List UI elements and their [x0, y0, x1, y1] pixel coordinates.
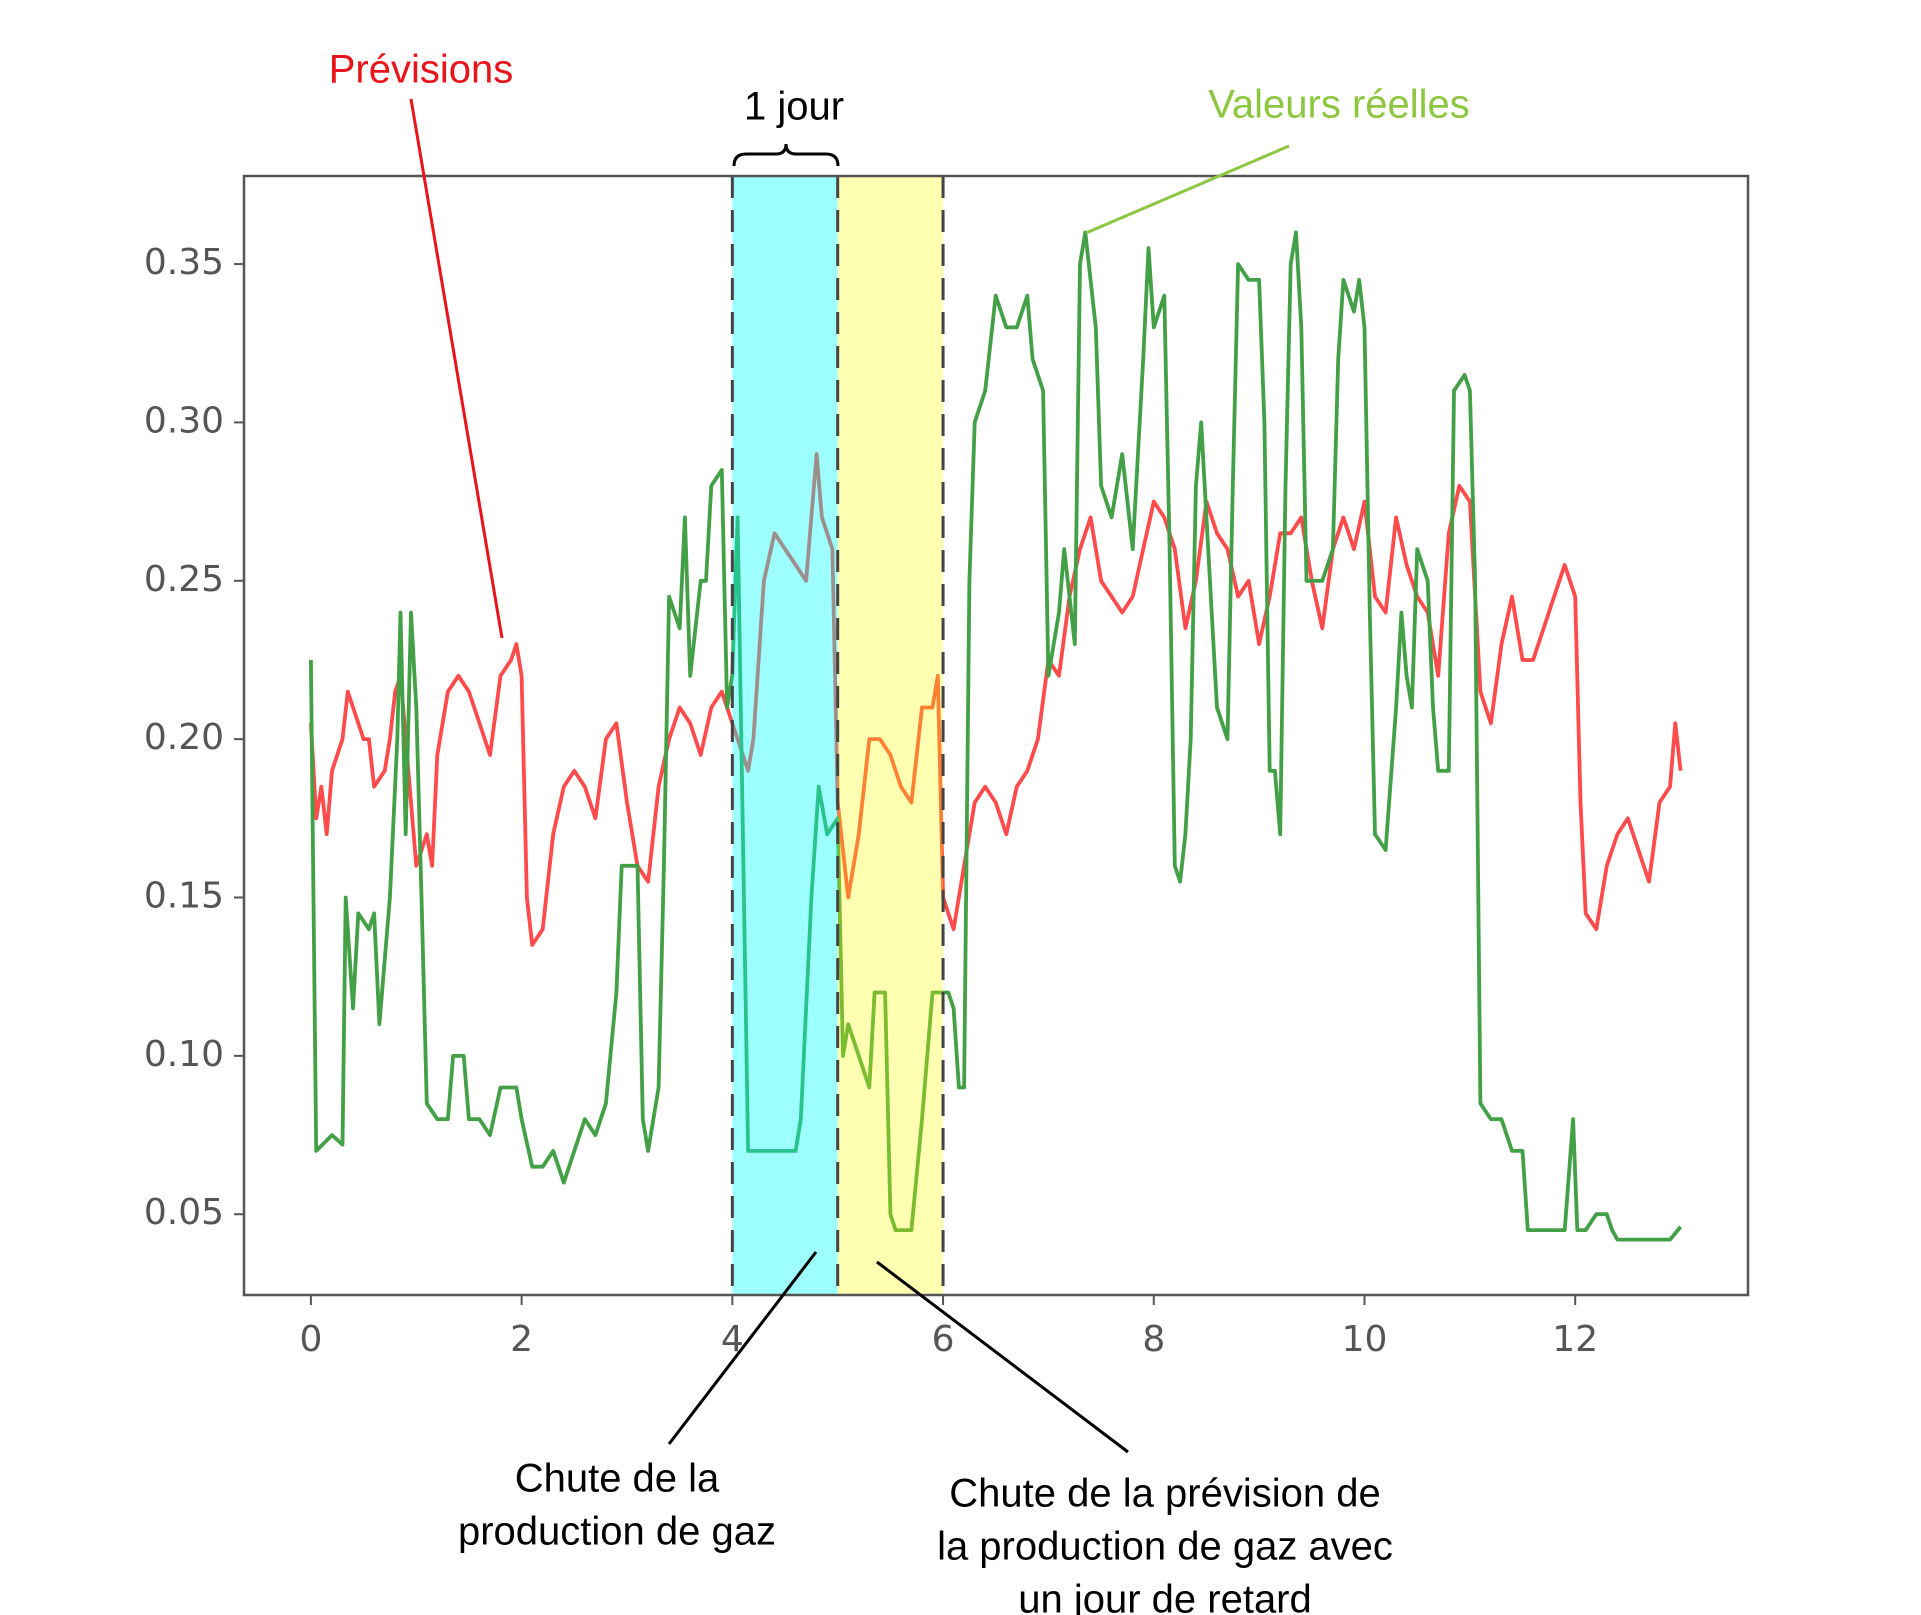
y-tick-label: 0.10 [144, 1034, 224, 1075]
bracket-label: 1 jour [744, 85, 844, 129]
plot-area: 0.05 0.10 0.15 0.20 0.25 0.30 0.35 0 2 4 6 8 10 12 [144, 174, 1750, 1360]
y-tick-label: 0.30 [144, 400, 224, 441]
leader-line [409, 98, 504, 639]
x-tick-label: 8 [1142, 1319, 1165, 1360]
leader-line [876, 1260, 1129, 1454]
highlight-span [837, 176, 944, 1295]
y-tick-label: 0.35 [144, 242, 224, 283]
highlight-span [732, 176, 838, 1295]
caption-line: Chute de la [515, 1457, 720, 1501]
caption-line: Chute de la prévision de [949, 1472, 1380, 1516]
x-tick-label: 0 [299, 1319, 322, 1360]
x-tick-label: 2 [510, 1319, 533, 1360]
caption-line: production de gaz [458, 1510, 776, 1554]
caption-line: la production de gaz avec [937, 1525, 1393, 1569]
brace [732, 143, 840, 167]
series-label: Prévisions [329, 48, 514, 92]
plot-frame [242, 174, 1750, 1297]
y-tick-label: 0.05 [144, 1192, 224, 1233]
leader-line [1085, 144, 1290, 235]
x-tick-label: 6 [932, 1319, 955, 1360]
x-tick-label: 12 [1552, 1319, 1598, 1360]
x-tick-label: 10 [1342, 1319, 1388, 1360]
leader-line [667, 1251, 818, 1445]
caption-line: un jour de retard [1018, 1578, 1312, 1615]
series-line [309, 230, 1683, 1242]
series-label: Valeurs réelles [1208, 83, 1470, 127]
y-tick-label: 0.25 [144, 559, 224, 600]
y-tick-label: 0.20 [144, 717, 224, 758]
x-tick-label: 4 [721, 1319, 744, 1360]
y-tick-label: 0.15 [144, 876, 224, 917]
